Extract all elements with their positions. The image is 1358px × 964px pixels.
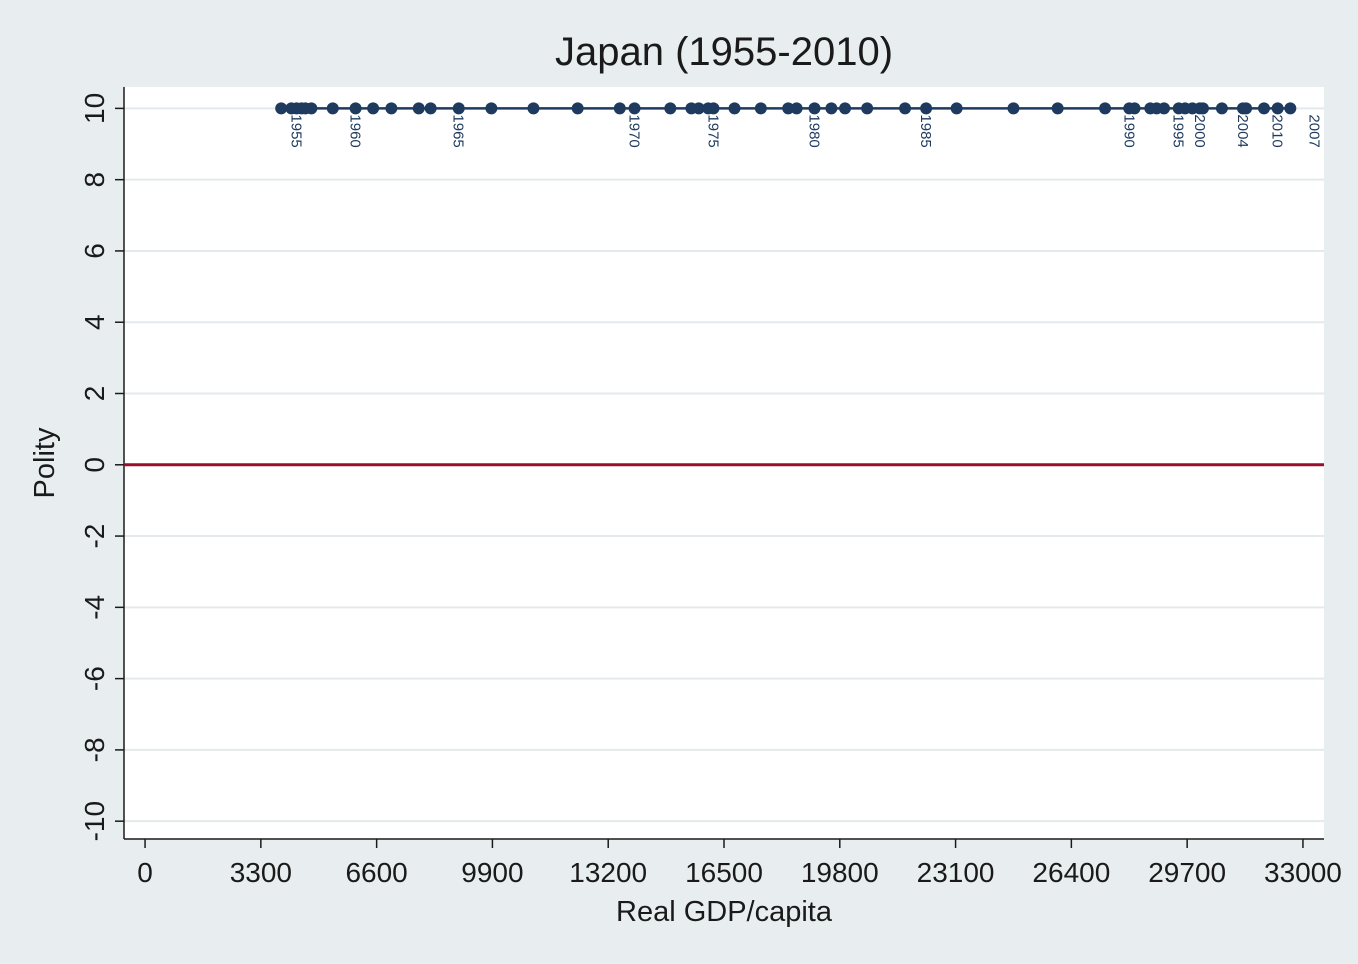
data-point bbox=[839, 102, 852, 115]
y-tick-label: -6 bbox=[79, 666, 110, 691]
data-point bbox=[613, 102, 626, 115]
data-point bbox=[1284, 102, 1297, 115]
data-point bbox=[1099, 102, 1112, 115]
data-point bbox=[1271, 102, 1284, 115]
data-point bbox=[412, 102, 425, 115]
data-point bbox=[664, 102, 677, 115]
data-point bbox=[305, 102, 318, 115]
point-label: 1995 bbox=[1170, 114, 1187, 147]
y-tick-label: 2 bbox=[79, 386, 110, 402]
point-label: 1980 bbox=[806, 114, 823, 147]
chart-title: Japan (1955-2010) bbox=[555, 30, 893, 74]
point-label: 1965 bbox=[450, 114, 467, 147]
data-point bbox=[1051, 102, 1064, 115]
x-tick-label: 19800 bbox=[801, 857, 879, 888]
data-point bbox=[950, 102, 963, 115]
data-point bbox=[754, 102, 767, 115]
data-point bbox=[1240, 102, 1253, 115]
point-label: 2000 bbox=[1191, 114, 1208, 147]
x-tick-label: 26400 bbox=[1032, 857, 1110, 888]
x-tick-label: 6600 bbox=[345, 857, 407, 888]
x-tick-label: 13200 bbox=[569, 857, 647, 888]
x-tick-label: 0 bbox=[137, 857, 153, 888]
point-label: 1975 bbox=[704, 114, 721, 147]
data-point bbox=[275, 102, 288, 115]
point-label-layer: 1955 1960 1965 1970 1975 1980 1985 1990 1995 2000… bbox=[288, 114, 1323, 147]
data-point bbox=[424, 102, 437, 115]
data-point bbox=[1007, 102, 1020, 115]
data-point bbox=[326, 102, 339, 115]
y-tick-label: -2 bbox=[79, 524, 110, 549]
data-point bbox=[571, 102, 584, 115]
data-point bbox=[527, 102, 540, 115]
axis-layer: -10 -8 -6 -4 -2 0 2 4 6 8 10 0 3300 6600 9900 13200 1650… bbox=[79, 87, 1342, 888]
y-tick-label: -10 bbox=[79, 801, 110, 841]
data-point bbox=[485, 102, 498, 115]
point-label: 1970 bbox=[626, 114, 643, 147]
y-tick-label: -4 bbox=[79, 595, 110, 620]
y-tick-label: -8 bbox=[79, 737, 110, 762]
point-label: 1960 bbox=[347, 114, 364, 147]
data-point bbox=[1158, 102, 1170, 115]
data-point bbox=[728, 102, 741, 115]
x-tick-label: 9900 bbox=[461, 857, 523, 888]
data-point bbox=[1196, 102, 1209, 115]
x-tick-label: 33000 bbox=[1264, 857, 1342, 888]
data-point bbox=[899, 102, 912, 115]
x-tick-label: 16500 bbox=[685, 857, 763, 888]
series-layer bbox=[275, 102, 1297, 115]
point-label: 1955 bbox=[288, 114, 305, 147]
data-point bbox=[692, 102, 705, 115]
data-point bbox=[825, 102, 838, 115]
x-tick-label: 3300 bbox=[230, 857, 292, 888]
point-label: 1990 bbox=[1120, 114, 1137, 147]
data-point bbox=[808, 102, 821, 115]
x-tick-label: 23100 bbox=[917, 857, 995, 888]
data-point bbox=[1128, 102, 1141, 115]
data-point bbox=[707, 102, 720, 115]
point-label: 2010 bbox=[1269, 114, 1286, 147]
point-label: 2004 bbox=[1234, 114, 1251, 147]
data-point bbox=[452, 102, 465, 115]
y-tick-label: 8 bbox=[79, 172, 110, 188]
data-point bbox=[1258, 102, 1270, 115]
data-point bbox=[861, 102, 874, 115]
data-point bbox=[920, 102, 933, 115]
y-tick-label: 0 bbox=[79, 457, 110, 473]
data-point bbox=[782, 102, 795, 115]
y-tick-label: 10 bbox=[79, 93, 110, 124]
data-point bbox=[349, 102, 362, 115]
data-point bbox=[367, 102, 380, 115]
y-tick-label: 4 bbox=[79, 314, 110, 330]
data-point bbox=[790, 102, 803, 115]
point-label: 1985 bbox=[917, 114, 934, 147]
plot-area bbox=[124, 87, 1324, 839]
x-axis-label: Real GDP/capita bbox=[616, 896, 833, 928]
point-label: 2007 bbox=[1306, 114, 1323, 147]
y-tick-label: 6 bbox=[79, 243, 110, 259]
data-point bbox=[385, 102, 398, 115]
y-axis-label: Polity bbox=[29, 427, 61, 498]
x-tick-label: 29700 bbox=[1148, 857, 1226, 888]
data-point bbox=[1215, 102, 1228, 115]
data-point bbox=[628, 102, 641, 115]
